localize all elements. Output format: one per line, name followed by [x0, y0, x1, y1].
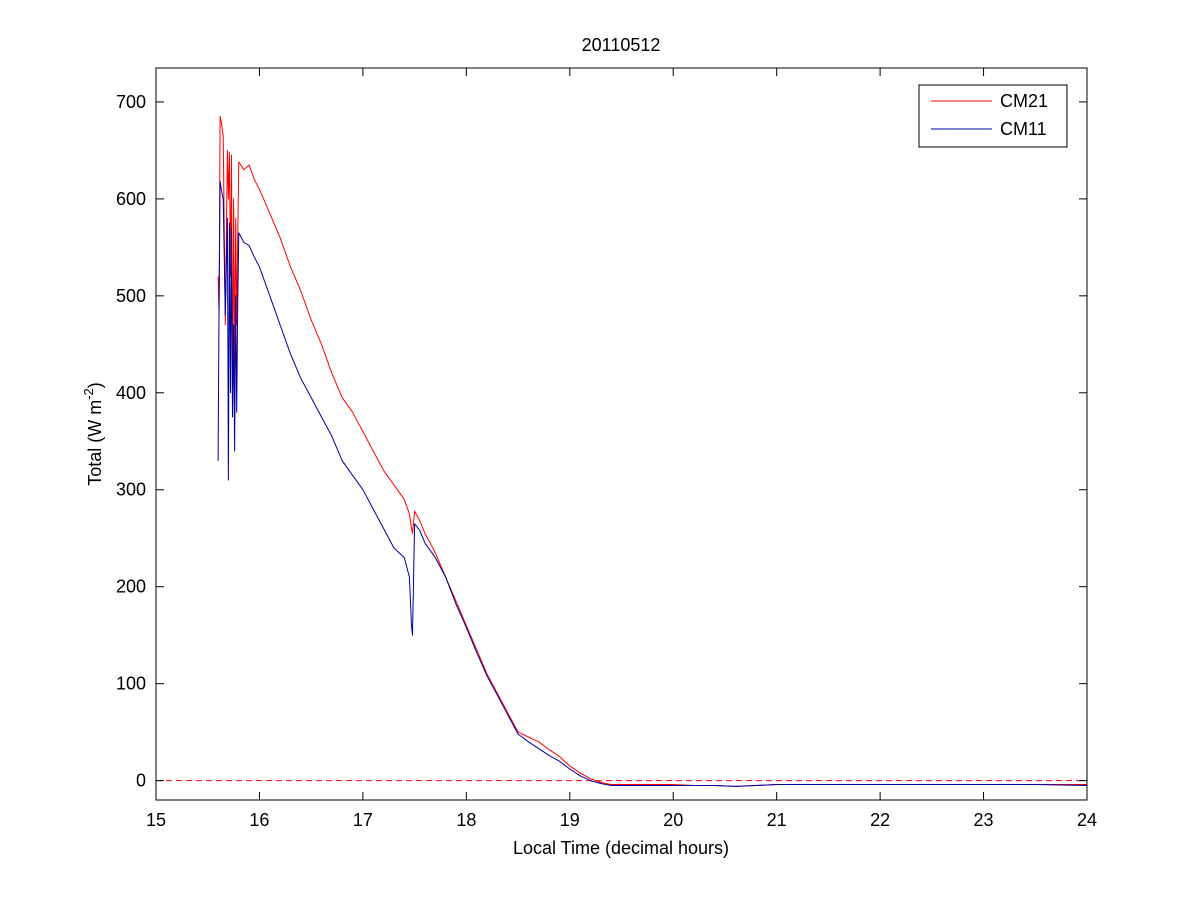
- x-tick-label: 15: [146, 810, 166, 830]
- y-axis-title: Total (W m-2): [81, 382, 105, 486]
- x-tick-label: 16: [249, 810, 269, 830]
- x-axis-title: Local Time (decimal hours): [513, 838, 729, 858]
- chart-title: 20110512: [582, 35, 661, 55]
- y-tick-label: 400: [116, 383, 146, 403]
- x-tick-label: 24: [1077, 810, 1097, 830]
- y-tick-label: 100: [116, 674, 146, 694]
- series-line-cm11: [217, 180, 1088, 787]
- y-tick-label: 500: [116, 286, 146, 306]
- legend: CM21 CM11: [918, 84, 1068, 148]
- y-tick-label: 0: [136, 771, 146, 791]
- y-tick-label: 200: [116, 577, 146, 597]
- y-tick-label: 600: [116, 189, 146, 209]
- x-tick-label: 20: [663, 810, 683, 830]
- x-tick-label: 17: [353, 810, 373, 830]
- x-tick-label: 18: [456, 810, 476, 830]
- y-tick-label: 300: [116, 480, 146, 500]
- y-axis-title-superscript: -2: [81, 388, 96, 400]
- y-tick-label: 700: [116, 92, 146, 112]
- series-line-cm21: [217, 116, 1087, 787]
- x-tick-label: 19: [560, 810, 580, 830]
- y-axis-title-close: ): [85, 382, 105, 388]
- plot-frame: [155, 67, 1088, 801]
- legend-label-cm11: CM11: [1000, 119, 1047, 139]
- x-tick-label: 21: [767, 810, 787, 830]
- legend-box: [918, 84, 1068, 148]
- legend-label-cm21: CM21: [1000, 91, 1048, 111]
- plot-area: [156, 68, 1087, 800]
- x-tick-label: 23: [974, 810, 994, 830]
- x-tick-label: 22: [870, 810, 890, 830]
- y-axis-title-main: Total (W m: [85, 400, 105, 486]
